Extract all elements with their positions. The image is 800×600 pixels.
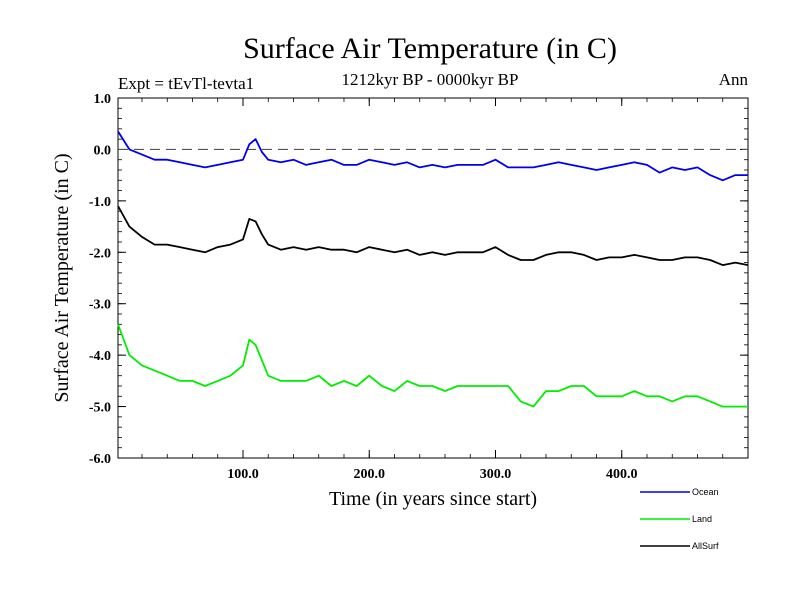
y-tick-label: -4.0 [89, 349, 111, 364]
series-line-ocean [117, 130, 748, 182]
y-tick-label: -2.0 [89, 246, 111, 261]
chart-title: Surface Air Temperature (in C) [243, 32, 617, 65]
series-line-allsurf [117, 205, 749, 267]
plot-frame [117, 97, 749, 459]
y-tick-label: 1.0 [94, 92, 112, 107]
x-tick-label: 200.0 [353, 467, 385, 482]
data-series [117, 130, 749, 408]
legend-label-allsurf: AllSurf [692, 541, 719, 551]
x-tick-label: 400.0 [606, 467, 638, 482]
legend-label-ocean: Ocean [692, 487, 719, 497]
legend: Ocean Land AllSurf [640, 487, 719, 551]
x-axis-label: Time (in years since start) [329, 488, 537, 510]
axis-ticks [118, 97, 748, 459]
x-tick-label: 300.0 [480, 467, 512, 482]
x-tick-label: 100.0 [227, 467, 259, 482]
season-label: Ann [719, 70, 749, 89]
experiment-label: Expt = tEvTl-tevta1 [118, 74, 254, 93]
axis-tick-labels: 1.0 0.0 -1.0 -2.0 -3.0 -4.0 -5.0 -6.0 100.0 200.0… [89, 92, 638, 482]
time-range-label: 1212kyr BP - 0000kyr BP [342, 70, 519, 89]
y-tick-label: -3.0 [89, 298, 111, 313]
series-line-land [117, 323, 748, 408]
y-tick-label: -6.0 [89, 452, 111, 467]
y-tick-label: 0.0 [94, 143, 112, 158]
legend-label-land: Land [692, 514, 712, 524]
y-tick-label: -5.0 [89, 401, 111, 416]
y-tick-label: -1.0 [89, 195, 111, 210]
y-axis-label: Surface Air Temperature (in C) [51, 153, 73, 402]
